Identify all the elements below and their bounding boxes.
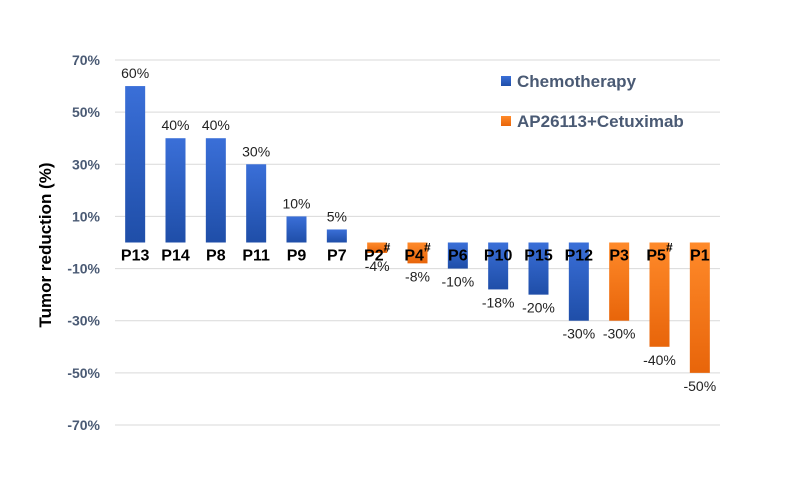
y-tick-label: 30% (72, 156, 101, 172)
bar-p3 (609, 242, 630, 321)
category-label-p11: P11 (242, 248, 270, 265)
category-label-p14: P14 (161, 248, 190, 265)
y-tick-label: 50% (72, 104, 101, 120)
data-label-p1: -50% (683, 378, 716, 394)
y-axis-ticks: 70% 50% 30% 10% -10% -30% -50% -70% (67, 52, 100, 433)
data-labels: 60%40% 40%30%10%5%-4%-8% -10%-18% -20%-30% -… (121, 65, 716, 394)
data-label-p8: 40% (202, 117, 230, 133)
data-label-p3: -30% (603, 326, 636, 342)
data-label-p13: 60% (121, 65, 149, 81)
category-label-p1: P1 (690, 248, 710, 265)
data-label-p10: -18% (482, 294, 515, 310)
category-label-p10: P10 (484, 248, 513, 265)
data-label-p2: -4% (365, 258, 390, 274)
bar-p6 (447, 242, 468, 269)
category-label-p13: P13 (121, 248, 150, 265)
footnote-mark: # (666, 241, 673, 255)
category-label-p7: P7 (327, 248, 347, 265)
bar-p5 (649, 242, 670, 347)
y-tick-label: -50% (67, 365, 100, 381)
y-tick-label: -30% (67, 313, 100, 329)
bar-p8 (205, 138, 226, 243)
bar-p9 (286, 216, 307, 243)
bar-p15 (528, 242, 549, 295)
category-label-p15: P15 (524, 248, 553, 265)
bar-p13 (125, 86, 146, 243)
bar-p14 (165, 138, 186, 243)
data-label-p15: -20% (522, 300, 555, 316)
category-label-p9: P9 (287, 248, 307, 265)
y-tick-label: 70% (72, 52, 101, 68)
bar-p11 (246, 164, 267, 243)
footnote-mark: # (384, 241, 391, 255)
bar-p4 (407, 242, 428, 264)
data-label-p4: -8% (405, 268, 430, 284)
data-label-p6: -10% (441, 274, 474, 290)
bar-p7 (326, 229, 347, 243)
legend-swatch-ap26113-cetuximab (501, 116, 511, 126)
data-label-p14: 40% (161, 117, 189, 133)
legend-swatch-chemotherapy (501, 76, 511, 86)
bar-p1 (689, 242, 710, 373)
data-label-p11: 30% (242, 143, 270, 159)
bar-p10 (488, 242, 509, 290)
category-labels: P13 P14 P8 P11 P9 P7 P2# P4# P6 P10 P15 P12 P3 P5# P1 (121, 241, 710, 265)
data-label-p12: -30% (562, 326, 595, 342)
data-label-p7: 5% (327, 208, 347, 224)
data-label-p5: -40% (643, 352, 676, 368)
data-label-p9: 10% (282, 195, 310, 211)
bar-p12 (568, 242, 589, 321)
bar-p2 (367, 242, 388, 253)
legend: Chemotherapy AP26113+Cetuximab (501, 72, 684, 131)
footnote-mark: # (424, 241, 431, 255)
bars (125, 86, 710, 373)
y-tick-label: -10% (67, 261, 100, 277)
category-label-p3: P3 (609, 248, 629, 265)
y-tick-label: -70% (67, 417, 100, 433)
legend-label-chemotherapy: Chemotherapy (517, 72, 637, 91)
legend-label-ap26113-cetuximab: AP26113+Cetuximab (517, 112, 684, 131)
y-tick-label: 10% (72, 208, 101, 224)
category-label-p12: P12 (565, 248, 594, 265)
category-label-p6: P6 (448, 248, 468, 265)
category-label-p8: P8 (206, 248, 226, 265)
y-axis-label: Tumor reduction (%) (36, 163, 55, 328)
